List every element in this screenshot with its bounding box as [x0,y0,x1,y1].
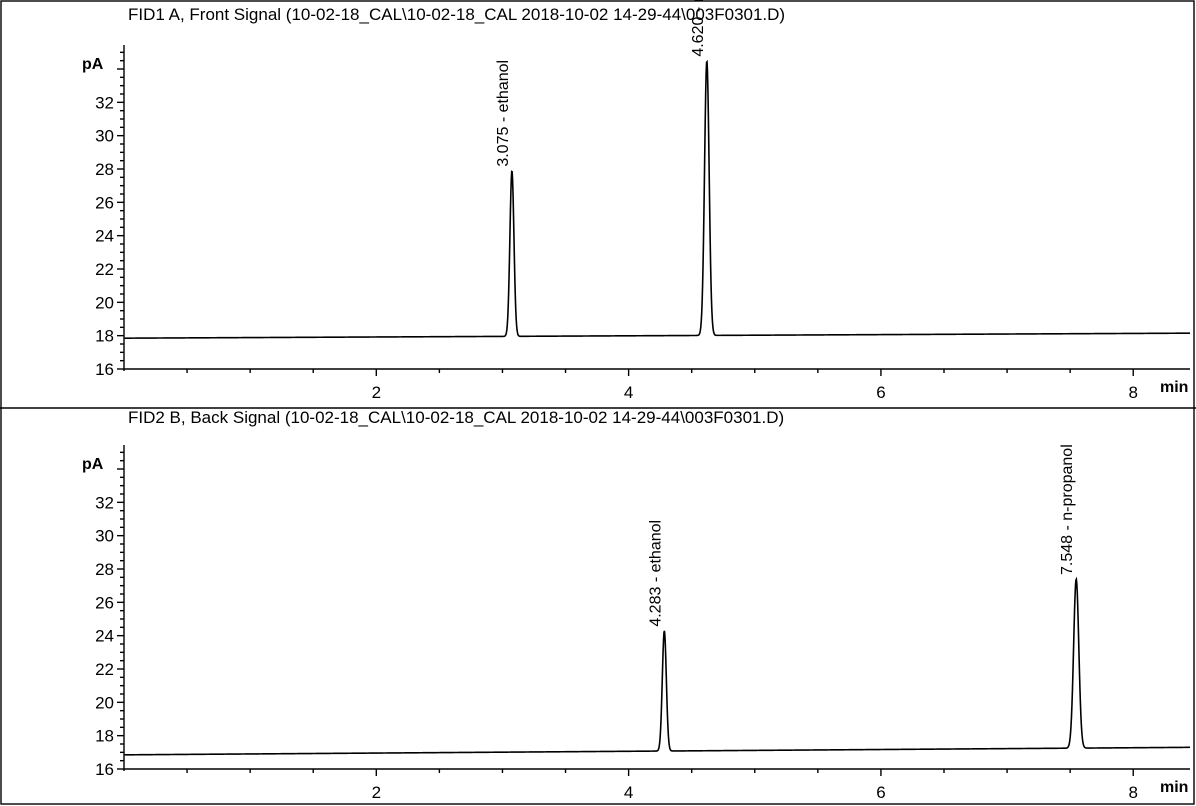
y-tick-label: 24 [95,227,114,246]
x-tick-label: 2 [372,783,381,802]
y-tick-label: 18 [95,727,114,746]
y-tick-label: 20 [95,693,114,712]
x-tick-label: 2 [372,383,381,402]
y-tick-label: 32 [95,93,114,112]
y-tick-label: 16 [95,760,114,779]
x-tick-label: 4 [624,383,633,402]
y-tick-label: 18 [95,327,114,346]
peak-label: 7.548 - n-propanol [1059,444,1076,575]
x-axis-unit: min [1160,379,1188,396]
peak-label: 4.620 - n-propanol [690,0,707,57]
y-tick-label: 24 [95,627,114,646]
y-tick-label: 32 [95,493,114,512]
signal-trace [124,576,1191,756]
x-tick-label: 4 [624,783,633,802]
y-tick-label: 26 [95,193,114,212]
x-tick-label: 8 [1128,783,1137,802]
y-tick-label: 30 [95,127,114,146]
y-tick-label: 28 [95,160,114,179]
y-tick-label: 20 [95,293,114,312]
panel-title: FID2 B, Back Signal (10-02-18_CAL\10-02-… [128,408,784,427]
x-axis-unit: min [1160,779,1188,796]
y-axis-unit: pA [82,456,104,473]
y-tick-label: 26 [95,593,114,612]
front-signal-panel: FID1 A, Front Signal (10-02-18_CAL\10-02… [82,0,1190,402]
peak-label: 4.283 - ethanol [647,520,664,627]
y-tick-label: 30 [95,527,114,546]
x-tick-label: 8 [1128,383,1137,402]
y-tick-label: 28 [95,560,114,579]
peak-label: 3.075 - ethanol [495,60,512,167]
y-axis-unit: pA [82,56,104,73]
y-tick-label: 16 [95,360,114,379]
y-tick-label: 22 [95,660,114,679]
panel-title: FID1 A, Front Signal (10-02-18_CAL\10-02… [128,5,785,24]
x-tick-label: 6 [876,383,885,402]
x-tick-label: 6 [876,783,885,802]
signal-trace [124,59,1190,339]
back-signal-panel: FID2 B, Back Signal (10-02-18_CAL\10-02-… [82,408,1191,802]
y-tick-label: 22 [95,260,114,279]
